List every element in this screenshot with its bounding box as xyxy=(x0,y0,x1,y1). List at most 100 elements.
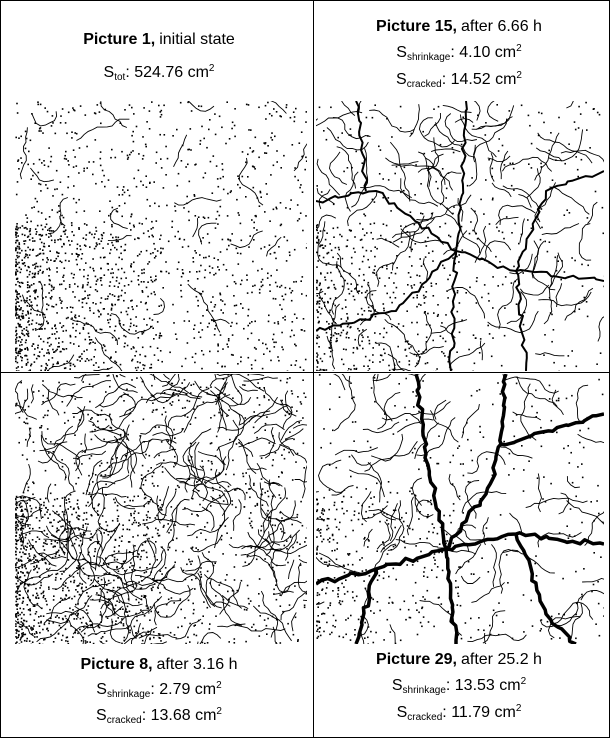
speck xyxy=(87,523,89,525)
speck xyxy=(40,241,43,244)
speck xyxy=(503,237,505,240)
speck xyxy=(52,451,55,453)
speck xyxy=(215,595,217,597)
speck xyxy=(173,634,176,636)
speck xyxy=(127,189,129,191)
speck xyxy=(47,351,50,354)
speck xyxy=(65,348,68,350)
speck xyxy=(52,348,54,351)
speck xyxy=(379,361,381,363)
speck xyxy=(201,125,203,128)
speck xyxy=(49,226,52,229)
speck xyxy=(48,227,51,230)
speck xyxy=(294,364,297,366)
speck xyxy=(399,639,402,642)
speck xyxy=(24,545,27,547)
crack xyxy=(37,441,68,464)
speck xyxy=(329,442,332,445)
speck xyxy=(38,253,41,255)
speck xyxy=(16,291,18,293)
speck xyxy=(57,361,59,363)
speck xyxy=(27,525,29,527)
crack xyxy=(174,197,222,206)
speck xyxy=(258,387,261,389)
speck xyxy=(289,431,291,433)
speck xyxy=(335,526,338,528)
speck xyxy=(30,510,32,513)
speck xyxy=(20,548,22,550)
crack xyxy=(471,582,505,603)
speck xyxy=(15,264,17,266)
speck xyxy=(78,147,81,149)
crack xyxy=(368,509,402,521)
speck xyxy=(327,287,329,289)
speck xyxy=(115,339,117,341)
speck xyxy=(15,563,17,565)
speck xyxy=(261,378,263,380)
crack xyxy=(15,389,24,413)
speck xyxy=(316,510,318,513)
speck xyxy=(260,281,263,283)
speck xyxy=(158,633,161,635)
speck xyxy=(218,269,220,271)
speck xyxy=(95,280,98,282)
speck xyxy=(71,544,73,547)
speck xyxy=(232,354,234,356)
speck xyxy=(316,369,318,371)
speck xyxy=(28,290,30,292)
speck xyxy=(293,281,295,283)
speck xyxy=(199,503,201,506)
speck xyxy=(458,261,460,263)
speck xyxy=(15,136,17,139)
speck xyxy=(434,563,436,565)
speck xyxy=(130,512,132,515)
speck xyxy=(33,619,36,621)
speck xyxy=(153,485,155,487)
speck xyxy=(101,234,104,237)
speck xyxy=(54,260,56,262)
speck xyxy=(15,334,17,337)
speck xyxy=(319,230,322,232)
speck xyxy=(348,455,351,458)
speck xyxy=(27,361,29,364)
speck xyxy=(320,288,323,291)
speck xyxy=(181,269,184,271)
crack xyxy=(280,590,307,621)
speck xyxy=(49,492,52,495)
speck xyxy=(245,161,247,164)
speck xyxy=(67,176,70,178)
crack xyxy=(502,156,553,172)
speck xyxy=(353,364,355,367)
speck xyxy=(78,584,80,587)
speck xyxy=(228,244,230,247)
crack xyxy=(257,529,271,545)
speck xyxy=(183,207,185,209)
speck xyxy=(406,525,409,527)
speck xyxy=(175,537,178,540)
speck xyxy=(35,597,37,599)
crack xyxy=(457,197,464,222)
speck xyxy=(25,640,28,642)
speck xyxy=(394,509,397,512)
speck xyxy=(203,276,206,279)
crack xyxy=(15,403,37,420)
speck xyxy=(303,467,305,469)
speck xyxy=(394,297,397,299)
speck xyxy=(129,499,131,502)
speck xyxy=(27,246,29,249)
speck xyxy=(555,269,558,272)
speck xyxy=(200,567,202,569)
speck xyxy=(129,325,132,328)
speck xyxy=(27,557,29,559)
speck xyxy=(31,629,33,631)
speck xyxy=(135,330,137,332)
speck xyxy=(18,352,20,354)
speck xyxy=(16,592,19,595)
speck xyxy=(321,360,324,363)
speck xyxy=(111,241,113,244)
speck xyxy=(30,507,33,510)
speck xyxy=(15,613,18,615)
speck xyxy=(33,565,35,568)
crack xyxy=(395,539,439,548)
speck xyxy=(116,276,118,279)
